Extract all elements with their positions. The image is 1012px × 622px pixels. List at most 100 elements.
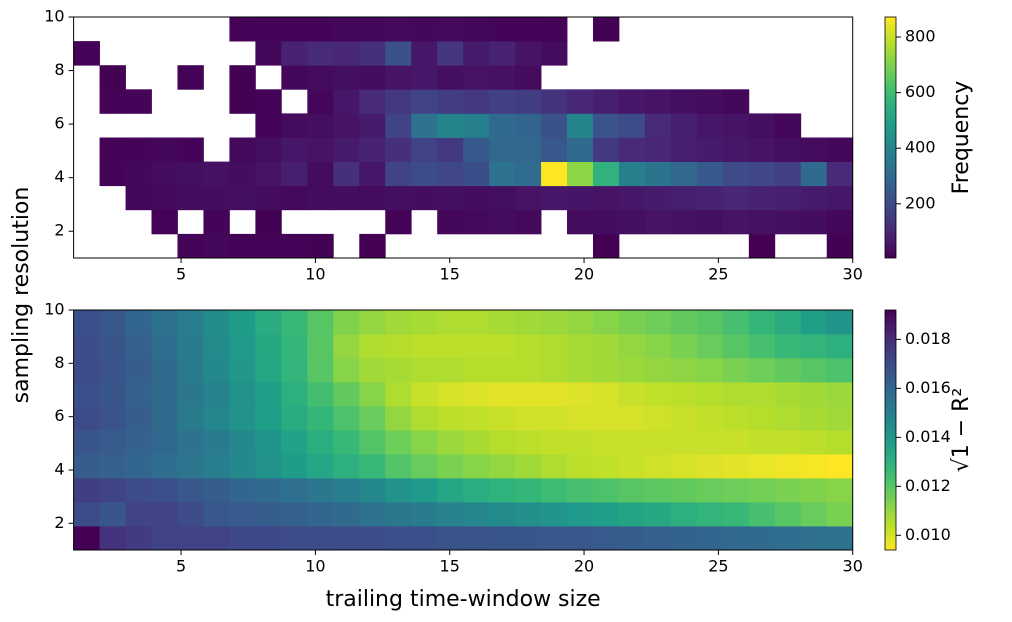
- heatmap-cell: [255, 17, 282, 42]
- heatmap-cell: [99, 502, 126, 527]
- heatmap-cell: [151, 310, 178, 335]
- heatmap-cell: [696, 406, 724, 431]
- heatmap-cell: [541, 358, 568, 383]
- heatmap-cell: [696, 430, 724, 455]
- heatmap-cell: [489, 478, 516, 503]
- heatmap-cell: [177, 334, 204, 359]
- heatmap-cell: [800, 334, 828, 359]
- heatmap-cell: [463, 358, 490, 383]
- y-tick-label: 10: [44, 300, 64, 319]
- heatmap-cell: [722, 185, 750, 211]
- heatmap-cell: [281, 161, 308, 187]
- colorbar-label: √1 − R²: [949, 388, 974, 473]
- heatmap-cell: [437, 406, 464, 431]
- heatmap-cell: [489, 89, 516, 114]
- heatmap-cell: [515, 137, 542, 162]
- heatmap-cell: [229, 430, 256, 455]
- heatmap-cell: [229, 185, 256, 211]
- heatmap-cell: [463, 137, 490, 162]
- heatmap-cell: [99, 526, 126, 551]
- heatmap-cell: [644, 310, 672, 335]
- heatmap-cell: [151, 334, 178, 359]
- heatmap-cell: [463, 209, 490, 235]
- heatmap-cell: [618, 113, 646, 138]
- heatmap-cell: [359, 358, 386, 383]
- heatmap-cell: [203, 310, 230, 335]
- heatmap-cell: [203, 185, 230, 211]
- heatmap-cell: [229, 310, 256, 335]
- heatmap-cell: [800, 430, 828, 455]
- heatmap-cell: [359, 113, 386, 138]
- heatmap-cell: [774, 502, 802, 527]
- heatmap-cell: [696, 209, 724, 235]
- heatmap-cell: [73, 502, 100, 527]
- colorbar-tick-label: 200: [905, 193, 936, 212]
- heatmap-cell: [722, 358, 750, 383]
- heatmap-cell: [489, 334, 516, 359]
- heatmap-cell: [463, 334, 490, 359]
- heatmap-cell: [281, 502, 308, 527]
- heatmap-cell: [359, 310, 386, 335]
- heatmap-cell: [437, 334, 464, 359]
- heatmap-cell: [826, 454, 854, 479]
- heatmap-cell: [333, 41, 360, 66]
- heatmap-cell: [359, 430, 386, 455]
- heatmap-cell: [515, 161, 542, 187]
- heatmap-cell: [541, 137, 568, 162]
- heatmap-cell: [567, 358, 594, 383]
- heatmap-cell: [255, 478, 282, 503]
- axes-frame: [73, 16, 854, 259]
- heatmap-cell: [99, 358, 126, 383]
- heatmap-cell: [463, 478, 490, 503]
- colorbar-tick-label: 800: [905, 27, 936, 46]
- heatmap-cell: [618, 382, 646, 407]
- heatmap-cell: [385, 185, 412, 211]
- heatmap-cell: [307, 358, 334, 383]
- heatmap-cell: [255, 233, 282, 259]
- heatmap-cell: [411, 137, 438, 162]
- heatmap-cell: [229, 358, 256, 383]
- heatmap-cell: [281, 334, 308, 359]
- x-tick-label: 20: [574, 265, 594, 284]
- heatmap-cell: [618, 526, 646, 551]
- heatmap-cell: [151, 382, 178, 407]
- heatmap-cell: [593, 209, 620, 235]
- heatmap-cell: [177, 430, 204, 455]
- heatmap-cell: [333, 161, 360, 187]
- heatmap-cell: [463, 310, 490, 335]
- heatmap-cell: [385, 454, 412, 479]
- heatmap-cell: [411, 358, 438, 383]
- heatmap-cell: [463, 526, 490, 551]
- heatmap-cell: [618, 209, 646, 235]
- heatmap-cell: [670, 430, 698, 455]
- heatmap-cell: [722, 209, 750, 235]
- heatmap-cell: [203, 502, 230, 527]
- heatmap-cell: [489, 41, 516, 66]
- heatmap-cell: [229, 17, 256, 42]
- heatmap-cell: [618, 310, 646, 335]
- heatmap-cell: [255, 89, 282, 114]
- heatmap-cell: [229, 334, 256, 359]
- heatmap-cell: [99, 430, 126, 455]
- heatmap-cell: [593, 454, 620, 479]
- heatmap-cell: [151, 185, 178, 211]
- heatmap-cell: [177, 526, 204, 551]
- heatmap-cell: [177, 65, 204, 90]
- heatmap-cell: [567, 161, 594, 187]
- heatmap-cell: [125, 334, 152, 359]
- heatmap-cell: [437, 137, 464, 162]
- heatmap-cell: [618, 358, 646, 383]
- heatmap-cell: [670, 382, 698, 407]
- heatmap-cell: [203, 430, 230, 455]
- heatmap-cell: [567, 430, 594, 455]
- heatmap-cell: [437, 17, 464, 42]
- heatmap-cell: [437, 209, 464, 235]
- heatmap-cell: [644, 502, 672, 527]
- heatmap-cell: [541, 17, 568, 42]
- heatmap-cell: [73, 41, 100, 66]
- heatmap-cell: [541, 406, 568, 431]
- heatmap-cell: [515, 478, 542, 503]
- heatmap-cell: [307, 41, 334, 66]
- heatmap-cell: [73, 310, 100, 335]
- heatmap-cell: [333, 185, 360, 211]
